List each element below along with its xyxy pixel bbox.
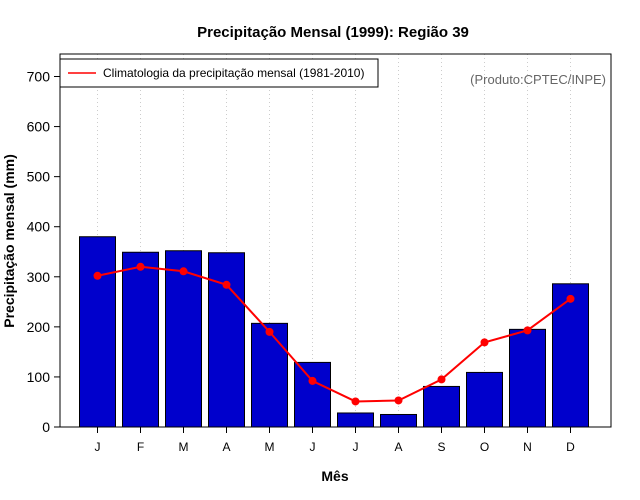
bar-2 bbox=[165, 250, 202, 428]
climatology-point-4 bbox=[265, 327, 274, 336]
bar-3 bbox=[208, 252, 245, 428]
climatology-polyline bbox=[97, 265, 572, 403]
legend-entry-climatology: Climatologia da precipitação mensal (198… bbox=[103, 66, 364, 80]
y-axis: 0 100 200 300 400 500 600 700 bbox=[27, 69, 60, 435]
bars bbox=[79, 236, 589, 428]
y-tick-label-7: 700 bbox=[27, 69, 51, 85]
x-tick-label-0: J bbox=[95, 440, 101, 454]
bar-10 bbox=[509, 328, 546, 428]
climatology-point-11 bbox=[566, 294, 575, 303]
climatology-point-5 bbox=[308, 376, 317, 385]
y-tick-label-5: 500 bbox=[27, 169, 51, 185]
bar-1 bbox=[122, 251, 159, 428]
x-tick-label-10: N bbox=[523, 440, 532, 454]
climatology-point-0 bbox=[93, 271, 102, 280]
x-tick-label-8: S bbox=[437, 440, 445, 454]
climatology-point-7 bbox=[394, 396, 403, 405]
bar-7 bbox=[380, 413, 417, 428]
climatology-point-3 bbox=[222, 280, 231, 289]
y-tick-label-6: 600 bbox=[27, 119, 51, 135]
y-tick-label-0: 0 bbox=[42, 419, 50, 435]
x-tick-label-1: F bbox=[137, 440, 144, 454]
y-axis-label: Precipitação mensal (mm) bbox=[1, 154, 17, 328]
source-annotation: (Produto:CPTEC/INPE) bbox=[470, 72, 606, 87]
y-tick-label-2: 200 bbox=[27, 319, 51, 335]
y-tick-label-1: 100 bbox=[27, 369, 51, 385]
y-tick-label-3: 300 bbox=[27, 269, 51, 285]
x-tick-label-7: A bbox=[394, 440, 402, 454]
bar-4 bbox=[251, 322, 288, 428]
bar-8 bbox=[423, 385, 460, 428]
bar-0 bbox=[79, 236, 116, 428]
x-tick-label-2: M bbox=[179, 440, 189, 454]
x-tick-label-11: D bbox=[566, 440, 575, 454]
plot-frame bbox=[59, 53, 612, 428]
climatology-point-6 bbox=[351, 397, 360, 406]
x-tick-label-3: A bbox=[222, 440, 230, 454]
bar-5 bbox=[294, 361, 331, 428]
climatology-point-8 bbox=[437, 375, 446, 384]
climatology-point-1 bbox=[136, 262, 145, 271]
x-tick-label-4: M bbox=[265, 440, 275, 454]
x-tick-label-9: O bbox=[480, 440, 489, 454]
climatology-point-9 bbox=[480, 338, 489, 347]
bar-6 bbox=[337, 412, 374, 428]
climatology-point-2 bbox=[179, 267, 188, 276]
bar-9 bbox=[466, 371, 503, 428]
climatology-line bbox=[93, 262, 575, 406]
legend-box bbox=[59, 58, 379, 88]
chart-title: Precipitação Mensal (1999): Região 39 bbox=[197, 24, 469, 41]
climatology-point-10 bbox=[523, 326, 532, 335]
x-tick-label-5: J bbox=[310, 440, 316, 454]
x-tick-label-6: J bbox=[353, 440, 359, 454]
x-axis-label: Mês bbox=[321, 468, 348, 484]
legend: Climatologia da precipitação mensal (198… bbox=[59, 58, 379, 88]
y-tick-label-4: 400 bbox=[27, 219, 51, 235]
bar-11 bbox=[552, 283, 589, 428]
